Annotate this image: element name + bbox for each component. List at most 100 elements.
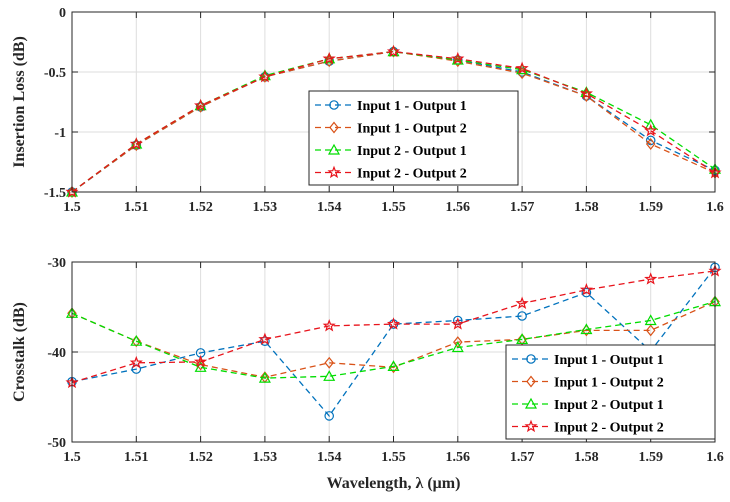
y-axis-label: Crosstalk (dB)	[11, 302, 28, 402]
x-tick-label: 1.53	[253, 450, 278, 465]
x-tick-label: 1.51	[124, 200, 149, 215]
y-tick-label: -40	[47, 346, 66, 361]
x-tick-label: 1.52	[188, 200, 213, 215]
data-point-triangle	[644, 314, 657, 326]
legend-entry: Input 2 - Output 1	[315, 143, 467, 159]
data-point-star	[386, 317, 401, 330]
legend-marker-triangle	[524, 397, 538, 409]
x-tick-label: 1.54	[317, 450, 342, 465]
data-point-circle	[581, 287, 592, 298]
data-point-star	[451, 317, 465, 330]
data-point-star	[322, 318, 336, 332]
data-point-triangle	[194, 99, 207, 111]
x-tick-label: 1.57	[510, 200, 535, 215]
data-point-star	[644, 123, 658, 137]
y-tick-label: 0	[59, 6, 66, 21]
series-line	[71, 270, 716, 384]
legend-label: Input 1 - Output 1	[357, 99, 467, 114]
data-point-star	[194, 98, 208, 112]
y-tick-label: -1	[54, 126, 66, 141]
x-tick-label: 1.57	[510, 450, 535, 465]
x-tick-label: 1.58	[574, 450, 599, 465]
x-tick-label: 1.6	[706, 450, 724, 465]
x-tick-label: 1.55	[381, 450, 406, 465]
legend-marker-diamond	[329, 121, 339, 134]
series-line	[71, 300, 716, 379]
legend-entry: Input 2 - Output 2	[512, 419, 664, 436]
data-point-diamond	[324, 356, 334, 369]
data-point-star	[129, 355, 143, 369]
data-point-star	[579, 86, 593, 100]
x-tick-label: 1.5	[63, 200, 81, 215]
series-line	[71, 267, 716, 417]
legend: Input 1 - Output 1 Input 1 - Output 2 Inpu…	[505, 344, 716, 440]
legend-marker-circle	[329, 100, 339, 110]
data-point-circle	[517, 311, 527, 321]
series-diamond	[67, 295, 720, 384]
legend-marker-star	[327, 165, 341, 179]
legend: Input 1 - Output 1 Input 1 - Output 2 Inpu…	[308, 90, 519, 186]
data-point-diamond	[517, 333, 527, 346]
data-point-triangle	[323, 370, 336, 381]
legend-marker-diamond	[526, 375, 536, 388]
series-triangle	[65, 295, 722, 383]
legend-label: Input 1 - Output 2	[554, 376, 664, 391]
legend-box	[505, 344, 716, 440]
chart-panel-2: 1.5 1.51 1.52 1.53 1.54 1.55 1.56 1.57 1.58 1.59 1…	[11, 256, 724, 492]
x-tick-label: 1.59	[638, 450, 663, 465]
data-point-triangle	[258, 371, 271, 383]
legend-label: Input 2 - Output 2	[357, 167, 467, 182]
data-point-triangle	[580, 323, 593, 335]
data-point-circle	[324, 411, 334, 421]
chart-panel-1: 1.5 1.51 1.52 1.53 1.54 1.55 1.56 1.57 1.58 1.59 1…	[11, 6, 724, 215]
data-point-star	[129, 137, 143, 150]
legend-marker-circle	[526, 354, 536, 364]
x-tick-label: 1.55	[381, 200, 406, 215]
legend-entry: Input 1 - Output 2	[315, 122, 467, 137]
data-point-triangle	[451, 341, 464, 353]
data-point-triangle	[516, 333, 529, 344]
legend-box	[308, 90, 519, 186]
legend-marker-star	[524, 419, 538, 433]
x-tick-label: 1.5	[63, 450, 81, 465]
x-tick-label: 1.56	[446, 450, 471, 465]
x-tick-label: 1.53	[253, 200, 278, 215]
data-point-star	[194, 354, 208, 368]
series-line	[71, 50, 716, 193]
data-point-triangle	[387, 360, 400, 371]
y-tick-label: -1.5	[44, 186, 66, 201]
legend-entry: Input 1 - Output 1	[512, 353, 664, 368]
data-point-triangle	[387, 45, 400, 57]
y-tick-label: -50	[47, 436, 66, 451]
series-line	[71, 301, 716, 378]
x-tick-label: 1.54	[317, 200, 342, 215]
x-axis-label: Wavelength, λ (μm)	[327, 475, 461, 492]
data-point-triangle	[130, 334, 143, 346]
series-line	[71, 50, 716, 193]
data-point-star	[451, 51, 465, 65]
x-tick-label: 1.56	[446, 200, 471, 215]
data-point-star	[515, 61, 529, 74]
data-point-star	[65, 185, 79, 198]
data-point-star	[579, 282, 593, 296]
data-point-triangle	[130, 137, 143, 149]
data-point-triangle	[644, 118, 657, 130]
legend-label: Input 1 - Output 1	[554, 353, 664, 368]
y-tick-label: -30	[47, 256, 66, 271]
legend-entry: Input 2 - Output 1	[512, 397, 664, 413]
series-star	[65, 44, 722, 198]
legend-label: Input 2 - Output 1	[357, 144, 467, 159]
data-point-diamond	[645, 324, 656, 337]
data-point-star	[644, 272, 658, 285]
data-point-diamond	[645, 138, 656, 150]
x-tick-label: 1.58	[574, 200, 599, 215]
legend-label: Input 2 - Output 1	[554, 398, 664, 413]
legend-entry: Input 1 - Output 1	[315, 99, 467, 114]
x-tick-label: 1.59	[638, 200, 663, 215]
series-line	[71, 50, 716, 193]
data-point-star	[322, 51, 336, 65]
x-tick-label: 1.6	[706, 200, 724, 215]
data-point-diamond	[131, 335, 142, 348]
series-star	[65, 264, 722, 389]
legend-entry: Input 1 - Output 2	[512, 376, 664, 391]
